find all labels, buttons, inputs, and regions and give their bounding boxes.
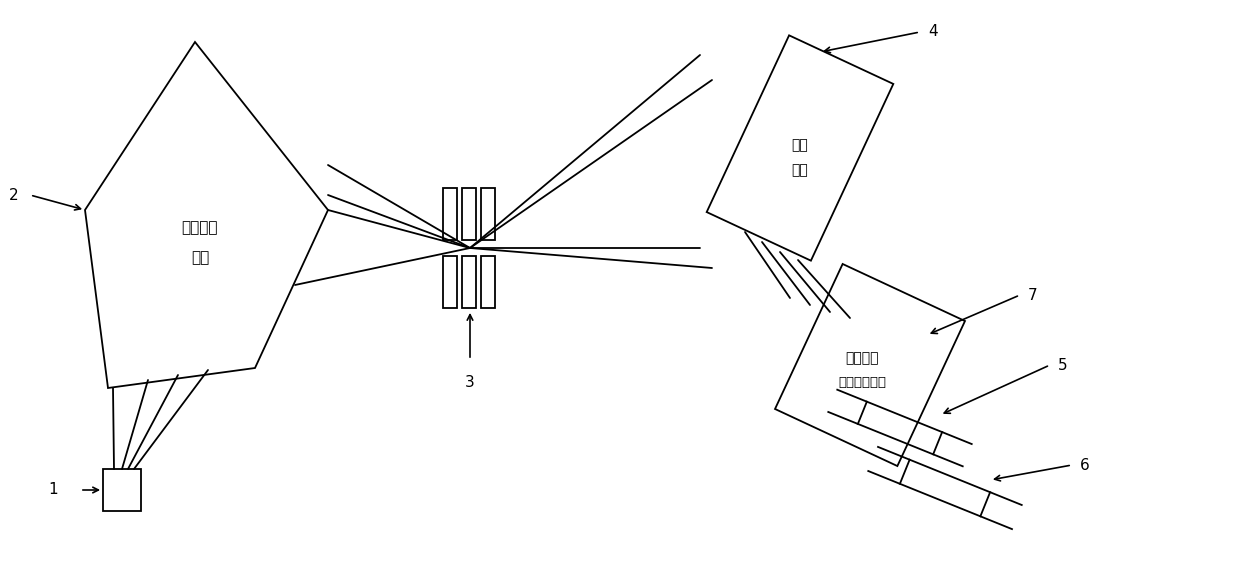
Text: 2: 2 [9, 188, 19, 202]
Text: 5: 5 [1058, 357, 1068, 373]
Text: 磁铁: 磁铁 [791, 163, 808, 177]
Bar [103, 469, 141, 511]
Polygon shape [86, 42, 329, 388]
Text: 1: 1 [48, 482, 58, 498]
Bar [463, 256, 476, 308]
Text: 质量分析: 质量分析 [182, 221, 218, 235]
Text: 偏转: 偏转 [791, 138, 808, 152]
Bar [481, 188, 495, 240]
Bar [481, 256, 495, 308]
Text: 磁铁: 磁铁 [191, 250, 210, 266]
Bar [443, 188, 458, 240]
Polygon shape [707, 35, 893, 260]
Text: 3: 3 [465, 375, 475, 390]
Polygon shape [775, 264, 965, 466]
Text: 6: 6 [1080, 458, 1090, 473]
Text: 校正磁铁: 校正磁铁 [846, 351, 879, 365]
Text: 4: 4 [928, 25, 937, 39]
Text: （二极磁铁）: （二极磁铁） [838, 377, 887, 389]
Bar [443, 256, 458, 308]
Bar [463, 188, 476, 240]
Text: 7: 7 [1028, 287, 1038, 303]
